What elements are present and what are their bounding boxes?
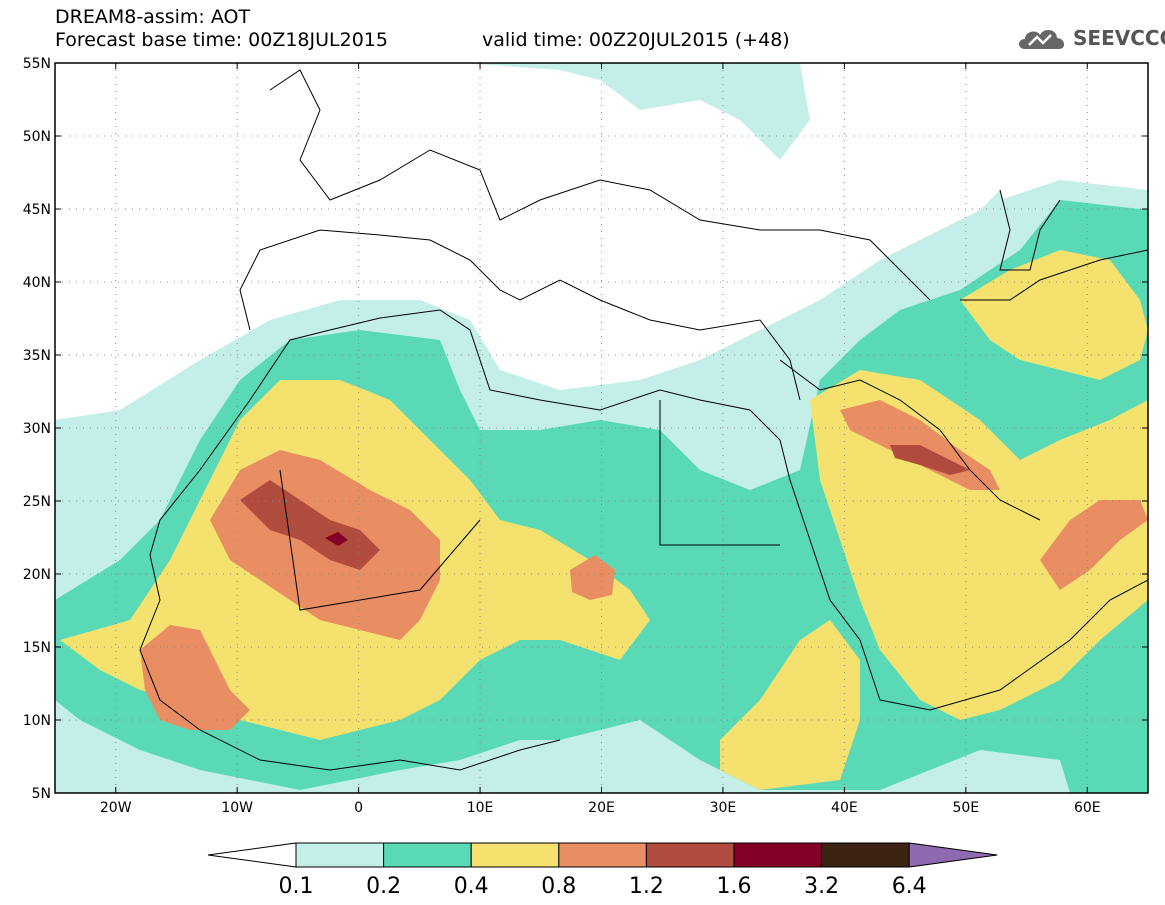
map-grid	[55, 63, 1148, 793]
longitude-labels: 20W 10W 0 10E 20E 30E 40E 50E 60E	[100, 800, 1101, 816]
seevccc-logo: SEEVCCC	[1015, 23, 1165, 53]
aot-contour-0.4-ethiopia	[720, 620, 860, 790]
aot-contour-1.6	[325, 532, 348, 546]
lon-label: 20E	[588, 800, 615, 816]
aot-contour-1.2-iraq	[890, 445, 970, 475]
lat-label: 55N	[23, 56, 51, 72]
lat-label: 40N	[23, 275, 51, 291]
lon-label: 20W	[100, 800, 132, 816]
colorbar-level-label: 0.1	[279, 874, 314, 899]
colorbar-level-label: 1.2	[629, 874, 664, 899]
lon-label: 50E	[952, 800, 979, 816]
map-title: DREAM8-assim: AOT	[55, 6, 251, 28]
lat-label: 20N	[23, 567, 51, 583]
aot-contour-0.1-caspian	[940, 190, 1010, 250]
aot-contour-0.8-oman	[1040, 500, 1148, 590]
colorbar-low-arrow	[207, 842, 297, 868]
axis-ticks	[55, 62, 1148, 794]
cloud-icon	[1019, 29, 1065, 49]
colorbar-level-label: 0.8	[541, 874, 576, 899]
colorbar-box	[295, 842, 385, 868]
aot-contour-1.2	[240, 480, 380, 570]
forecast-base-time: Forecast base time: 00Z18JUL2015	[55, 29, 388, 51]
lat-label: 25N	[23, 494, 51, 510]
aot-contour-0.8-west	[140, 625, 250, 730]
colorbar-box	[470, 842, 560, 868]
colorbar-level-label: 0.2	[366, 874, 401, 899]
colorbar-box	[558, 842, 647, 868]
lat-label: 30N	[23, 421, 51, 437]
lat-label: 10N	[23, 713, 51, 729]
colorbar-box	[733, 842, 823, 868]
lon-label: 60E	[1074, 800, 1101, 816]
lon-label: 10E	[467, 800, 494, 816]
latitude-labels: 55N 50N 45N 40N 35N 30N 25N 20N 15N 10N 5N	[23, 56, 51, 802]
colorbar-box	[383, 842, 472, 868]
lon-label: 10W	[221, 800, 253, 816]
colorbar-level-label: 1.6	[717, 874, 752, 899]
aot-contour-0.1-north	[460, 63, 810, 160]
logo-text: SEEVCCC	[1073, 26, 1165, 50]
lat-label: 50N	[23, 129, 51, 145]
lat-label: 5N	[32, 786, 51, 802]
lon-label: 40E	[831, 800, 858, 816]
colorbar	[207, 842, 998, 868]
colorbar-labels: 0.1 0.2 0.4 0.8 1.2 1.6 3.2 6.4	[279, 874, 927, 899]
lat-label: 45N	[23, 202, 51, 218]
lat-label: 35N	[23, 348, 51, 364]
colorbar-level-label: 3.2	[804, 874, 839, 899]
lat-label: 15N	[23, 640, 51, 656]
aot-contour-0.4-arabia	[810, 370, 1148, 720]
aot-field	[55, 63, 1148, 793]
colorbar-level-label: 0.4	[454, 874, 489, 899]
colorbar-box	[821, 842, 910, 868]
lon-label: 30E	[710, 800, 737, 816]
colorbar-level-label: 6.4	[892, 874, 927, 899]
colorbar-high-arrow	[908, 842, 998, 868]
colorbar-box	[645, 842, 735, 868]
lon-label: 0	[354, 800, 363, 816]
valid-time: valid time: 00Z20JUL2015 (+48)	[482, 29, 790, 51]
coastlines	[139, 69, 1148, 771]
aot-contour-0.8-chad	[570, 555, 615, 600]
